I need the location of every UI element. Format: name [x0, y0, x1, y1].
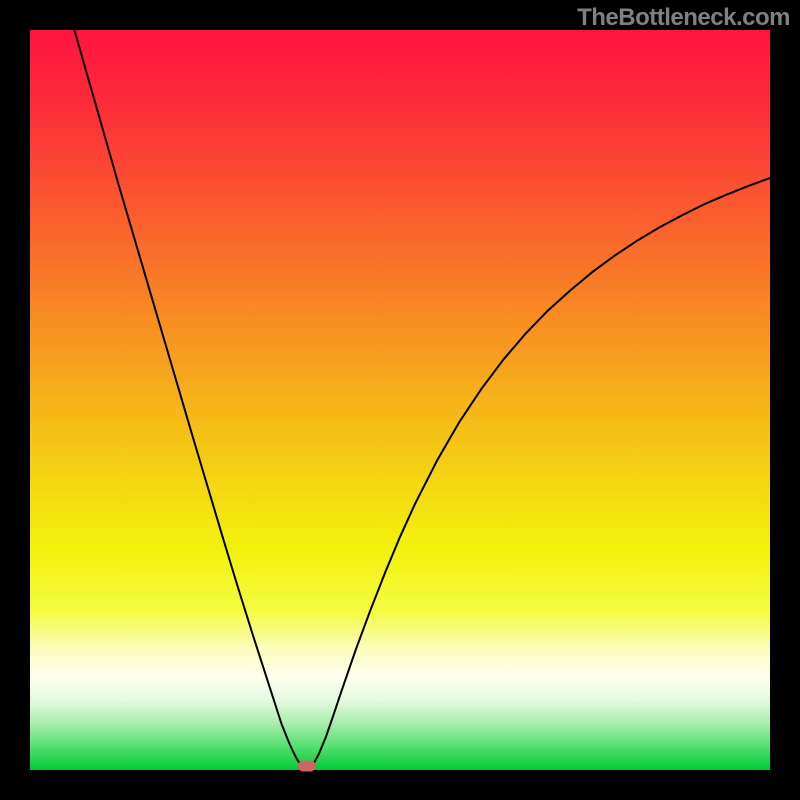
- gradient-background: [30, 30, 770, 770]
- plot-svg: [30, 30, 770, 770]
- plot-area: [30, 30, 770, 770]
- watermark-label: TheBottleneck.com: [577, 4, 790, 32]
- optimum-marker: [298, 761, 317, 772]
- bottleneck-chart: TheBottleneck.com: [0, 0, 800, 800]
